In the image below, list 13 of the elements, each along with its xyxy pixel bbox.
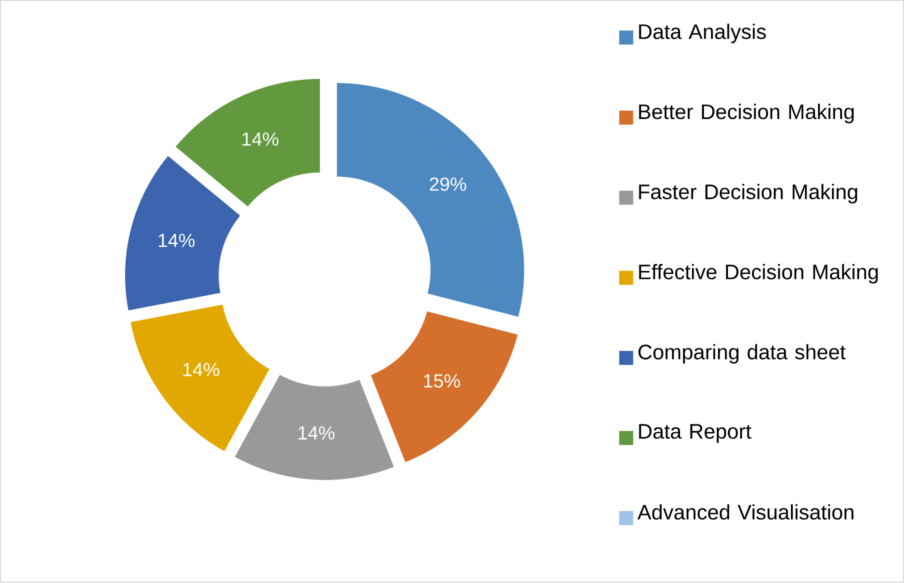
data-label: 14% <box>158 234 195 248</box>
legend-label: Better Decision Making <box>639 104 854 124</box>
legend-label: Comparing data sheet <box>638 344 846 364</box>
data-label: 29% <box>430 178 466 192</box>
legend-label: Data Analysis <box>639 24 766 44</box>
legend-label: Effective Decision Making <box>639 264 878 284</box>
legend-label: Faster Decision Making <box>639 184 858 204</box>
data-label: 14% <box>298 426 334 440</box>
data-label: 14% <box>242 132 278 146</box>
legend-label: Data Report <box>639 424 752 444</box>
data-label: 15% <box>424 374 460 388</box>
data-label: 14% <box>183 363 220 376</box>
legend-label: Advanced Visualisation <box>637 504 854 520</box>
